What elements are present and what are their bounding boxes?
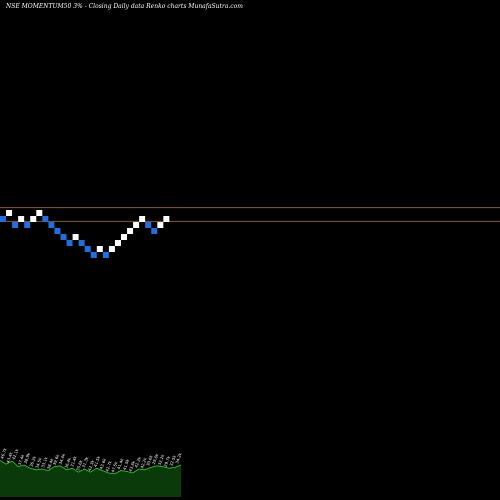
volume-label-3: 42.1k bbox=[11, 447, 20, 460]
volume-label-9: 38.4k bbox=[46, 457, 55, 470]
renko-brick-6 bbox=[30, 216, 37, 222]
renko-brick-5 bbox=[24, 222, 31, 228]
volume-label-25: 42.2k bbox=[139, 456, 148, 469]
volume-label-6: 36.2k bbox=[28, 455, 37, 468]
renko-brick-2 bbox=[6, 210, 13, 216]
volume-area bbox=[0, 460, 181, 497]
renko-brick-12 bbox=[66, 240, 73, 246]
chart-title: NSE MOMENTUM50 3% - Closing Daily data R… bbox=[5, 3, 243, 10]
volume-label-14: 35.6k bbox=[75, 459, 84, 472]
volume-label-21: 41.4k bbox=[116, 457, 125, 470]
renko-brick-24 bbox=[139, 216, 146, 222]
renko-brick-3 bbox=[12, 222, 19, 228]
renko-brick-13 bbox=[72, 234, 79, 240]
volume-line bbox=[0, 459, 182, 475]
volume-label-24: 42.2k bbox=[133, 455, 142, 468]
volume-label-1: 46.7k bbox=[0, 447, 8, 460]
renko-brick-16 bbox=[90, 252, 97, 258]
volume-label-5: 38.9k bbox=[23, 451, 32, 464]
volume-label-8: 33.1k bbox=[40, 455, 49, 468]
renko-brick-15 bbox=[84, 246, 91, 252]
volume-label-22: 41.9k bbox=[122, 458, 131, 471]
renko-brick-10 bbox=[54, 228, 61, 234]
volume-label-20: 47.5k bbox=[110, 460, 119, 473]
renko-brick-27 bbox=[157, 222, 164, 228]
renko-brick-21 bbox=[121, 234, 127, 240]
volume-label-27: 29.6k bbox=[151, 452, 160, 465]
volume-panel bbox=[0, 459, 182, 497]
renko-brick-1 bbox=[0, 216, 6, 222]
volume-label-29: 29.7k bbox=[163, 455, 172, 468]
renko-brick-19 bbox=[108, 246, 115, 252]
volume-label-17: 41.5k bbox=[93, 455, 102, 468]
renko-brick-14 bbox=[78, 240, 85, 246]
volume-label-16: 42.3k bbox=[87, 459, 96, 472]
volume-label-31: 34.2k bbox=[174, 451, 183, 464]
renko-brick-8 bbox=[42, 216, 49, 222]
volume-label-28: 32.2k bbox=[157, 453, 166, 466]
renko-brick-9 bbox=[48, 222, 55, 228]
renko-brick-25 bbox=[145, 222, 152, 228]
volume-label-7: 34.5k bbox=[34, 456, 43, 469]
volume-label-4: 37.4k bbox=[17, 453, 26, 466]
volume-label-11: 34.4k bbox=[58, 452, 67, 465]
volume-label-15: 31.3k bbox=[81, 455, 90, 468]
renko-brick-17 bbox=[96, 246, 103, 252]
renko-brick-7 bbox=[36, 210, 43, 216]
volume-label-2: 43.4k bbox=[5, 451, 14, 464]
volume-label-10: 39.6k bbox=[52, 453, 61, 466]
volume-label-23: 43.6k bbox=[128, 459, 137, 472]
renko-brick-18 bbox=[102, 252, 109, 258]
renko-brick-11 bbox=[60, 234, 67, 240]
renko-brick-23 bbox=[133, 222, 140, 228]
volume-label-30: 32.5k bbox=[168, 454, 177, 467]
renko-bricks bbox=[0, 210, 170, 258]
volume-label-26: 30.6k bbox=[145, 454, 154, 467]
volume-label-19: 42.7k bbox=[104, 459, 113, 472]
renko-brick-20 bbox=[114, 240, 121, 246]
renko-brick-22 bbox=[127, 228, 134, 234]
volume-label-18: 43.6k bbox=[98, 457, 107, 470]
volume-label-12: 36.4k bbox=[63, 456, 72, 469]
reference-lines bbox=[0, 207, 500, 222]
volume-labels: 46.7k43.4k42.1k37.4k38.9k36.2k34.5k33.1k… bbox=[0, 447, 183, 473]
renko-brick-26 bbox=[151, 228, 158, 234]
renko-brick-28 bbox=[163, 216, 170, 222]
volume-label-13: 31.4k bbox=[69, 455, 78, 468]
renko-brick-4 bbox=[18, 216, 25, 222]
